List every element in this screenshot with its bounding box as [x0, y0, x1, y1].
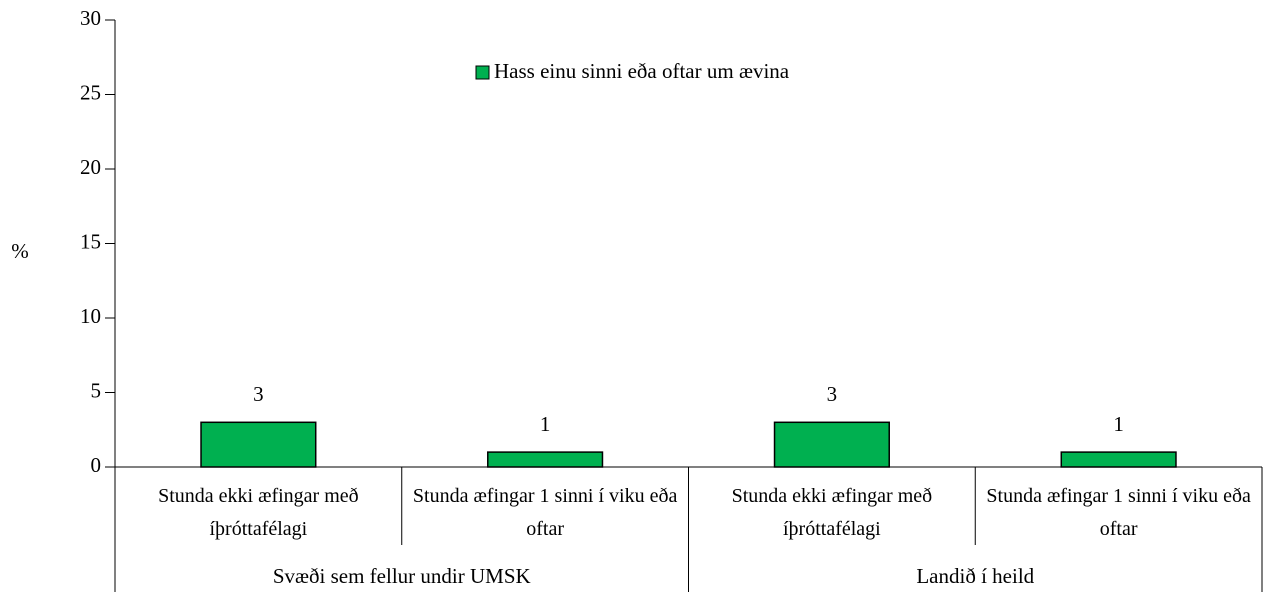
y-tick-label: 10	[80, 304, 101, 328]
y-tick-label: 5	[91, 378, 102, 402]
legend-label: Hass einu sinni eða oftar um ævina	[494, 59, 790, 83]
bar	[487, 451, 604, 468]
data-label: 1	[540, 412, 551, 436]
y-axis-label: %	[11, 239, 29, 263]
category-label-box: Stunda æfingar 1 sinni í viku eða oftar	[412, 485, 678, 540]
x-tick-label: Stunda ekki æfingar með íþróttafélagi	[158, 485, 359, 540]
group-label: Landið í heild	[916, 564, 1034, 588]
bar	[200, 421, 317, 468]
x-tick-label: Stunda ekki æfingar með íþróttafélagi	[731, 485, 933, 540]
bar	[773, 421, 890, 468]
data-label: 3	[253, 382, 264, 406]
group-label: Svæði sem fellur undir UMSK	[273, 564, 531, 588]
bar	[1060, 451, 1177, 468]
y-tick-label: 25	[80, 80, 101, 104]
y-tick-label: 15	[80, 229, 101, 253]
data-label: 1	[1113, 412, 1124, 436]
category-label-box: Stunda æfingar 1 sinni í viku eða oftar	[986, 485, 1251, 540]
y-tick-label: 0	[91, 453, 102, 477]
x-tick-label: Stunda æfingar 1 sinni í viku eða oftar	[412, 485, 678, 540]
y-tick-label: 30	[80, 6, 101, 30]
category-label-box: Stunda ekki æfingar með íþróttafélagi	[731, 485, 933, 540]
category-label-box: Stunda ekki æfingar með íþróttafélagi	[158, 485, 359, 540]
data-label: 3	[827, 382, 838, 406]
y-tick-label: 20	[80, 155, 101, 179]
legend-swatch	[475, 65, 490, 80]
x-tick-label: Stunda æfingar 1 sinni í viku eða oftar	[986, 485, 1251, 540]
